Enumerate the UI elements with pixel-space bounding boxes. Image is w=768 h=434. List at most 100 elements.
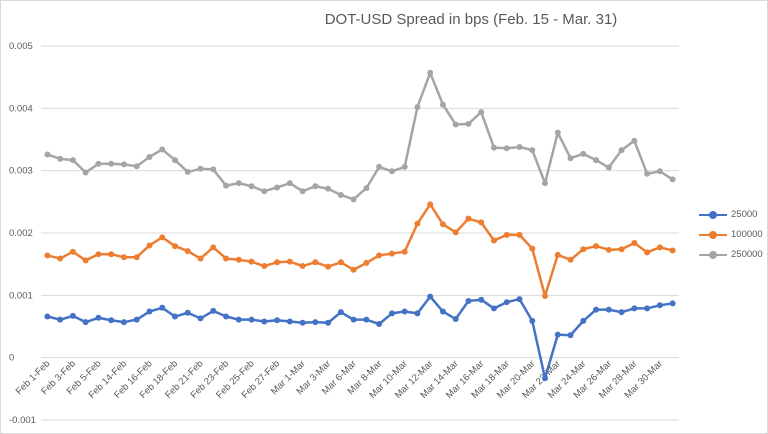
- data-point-250000: [133, 163, 140, 170]
- data-point-100000: [478, 219, 485, 226]
- data-point-25000: [542, 375, 549, 382]
- data-point-100000: [57, 255, 64, 262]
- series-line-250000: [46, 71, 674, 201]
- data-point-25000: [376, 321, 383, 328]
- data-point-100000: [261, 263, 268, 270]
- legend-item-250000: 250000: [699, 249, 763, 260]
- data-point-250000: [57, 155, 64, 162]
- data-point-25000: [223, 313, 230, 320]
- data-point-250000: [529, 147, 536, 154]
- data-point-250000: [69, 157, 76, 164]
- data-point-25000: [235, 316, 242, 323]
- y-tick-label: 0: [9, 353, 14, 364]
- data-point-25000: [478, 296, 485, 303]
- data-point-250000: [503, 145, 510, 152]
- data-point-250000: [478, 109, 485, 116]
- data-point-250000: [299, 188, 306, 195]
- data-point-100000: [605, 246, 612, 253]
- data-point-100000: [363, 259, 370, 266]
- data-point-250000: [580, 150, 587, 157]
- data-point-100000: [337, 259, 344, 266]
- data-point-250000: [184, 168, 191, 175]
- data-point-250000: [656, 168, 663, 175]
- data-point-100000: [644, 249, 651, 256]
- data-point-25000: [656, 302, 663, 309]
- data-point-100000: [401, 248, 408, 255]
- y-tick-label: 0.004: [9, 103, 33, 114]
- data-point-100000: [490, 237, 497, 244]
- data-point-250000: [82, 169, 89, 176]
- data-point-250000: [554, 129, 561, 136]
- data-point-100000: [82, 257, 89, 264]
- data-point-100000: [529, 245, 536, 252]
- data-point-250000: [197, 165, 204, 172]
- data-point-100000: [427, 201, 434, 208]
- data-point-100000: [299, 263, 306, 270]
- data-point-25000: [350, 316, 357, 323]
- data-point-100000: [95, 251, 102, 258]
- data-point-100000: [542, 292, 549, 299]
- chart-title: DOT-USD Spread in bps (Feb. 15 - Mar. 31…: [324, 11, 618, 28]
- data-point-100000: [414, 220, 421, 227]
- legend-label: 250000: [731, 249, 763, 260]
- data-point-250000: [401, 163, 408, 170]
- data-point-25000: [286, 318, 293, 325]
- data-point-25000: [274, 317, 281, 324]
- data-point-25000: [171, 313, 178, 320]
- data-point-25000: [69, 312, 76, 319]
- data-point-25000: [146, 308, 153, 315]
- data-point-25000: [554, 331, 561, 338]
- data-point-250000: [542, 180, 549, 187]
- data-point-250000: [669, 176, 676, 183]
- data-point-25000: [312, 319, 319, 326]
- data-point-100000: [286, 258, 293, 265]
- data-point-100000: [120, 254, 127, 261]
- data-point-25000: [184, 309, 191, 316]
- data-point-100000: [376, 252, 383, 259]
- data-point-25000: [82, 319, 89, 326]
- data-point-250000: [274, 184, 281, 191]
- data-point-25000: [337, 309, 344, 316]
- data-point-100000: [235, 256, 242, 263]
- data-point-250000: [452, 121, 459, 128]
- data-point-100000: [618, 246, 625, 253]
- data-point-25000: [631, 305, 638, 312]
- data-point-100000: [350, 266, 357, 273]
- data-point-25000: [516, 296, 523, 303]
- data-point-100000: [516, 231, 523, 238]
- data-point-250000: [286, 180, 293, 187]
- data-point-100000: [325, 263, 332, 270]
- legend-item-100000: 100000: [699, 229, 763, 240]
- data-point-250000: [439, 101, 446, 108]
- data-point-25000: [95, 314, 102, 321]
- data-point-100000: [223, 255, 230, 262]
- data-point-250000: [235, 180, 242, 187]
- legend-label: 25000: [731, 209, 758, 220]
- y-tick-label: 0.005: [9, 41, 33, 52]
- data-point-25000: [452, 316, 459, 323]
- data-point-250000: [605, 164, 612, 171]
- data-point-100000: [171, 243, 178, 250]
- data-point-100000: [274, 259, 281, 266]
- data-point-25000: [580, 317, 587, 324]
- data-point-250000: [223, 182, 230, 189]
- data-point-250000: [465, 120, 472, 127]
- data-point-100000: [567, 256, 574, 263]
- data-point-250000: [159, 146, 166, 153]
- data-point-25000: [490, 305, 497, 312]
- legend-marker-icon: [699, 210, 727, 219]
- data-point-100000: [580, 246, 587, 253]
- data-point-100000: [159, 234, 166, 241]
- data-point-250000: [350, 196, 357, 203]
- data-point-250000: [567, 155, 574, 162]
- data-point-250000: [388, 168, 395, 175]
- legend-marker-icon: [699, 230, 727, 239]
- data-point-250000: [44, 151, 51, 158]
- data-point-250000: [490, 144, 497, 151]
- data-point-100000: [146, 242, 153, 249]
- data-point-100000: [312, 259, 319, 266]
- data-point-100000: [593, 243, 600, 250]
- data-point-250000: [95, 160, 102, 167]
- data-point-100000: [554, 251, 561, 258]
